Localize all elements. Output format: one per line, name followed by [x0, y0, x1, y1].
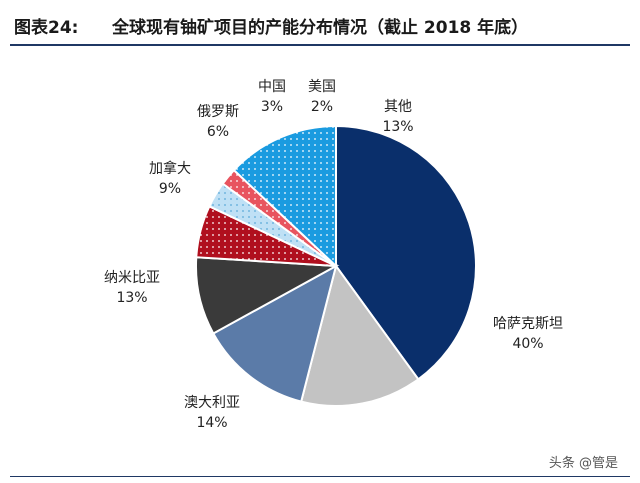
- pie-slice-3: [211, 264, 338, 403]
- pie-chart: 哈萨克斯坦 40% 澳大利亚 14% 纳米比亚 13% 加拿大 9% 俄罗斯 6% 中国 3% 美国 2%…: [104, 79, 563, 431]
- slice-name-label: 美国: [308, 79, 336, 95]
- watermark: 头条 @管是: [548, 456, 618, 471]
- title-divider: [10, 44, 630, 46]
- slice-name-label: 中国: [258, 79, 286, 95]
- pie-slice-2: [299, 263, 420, 407]
- pie-slices: [195, 124, 477, 407]
- pie-labels: 哈萨克斯坦 40% 澳大利亚 14% 纳米比亚 13% 加拿大 9% 俄罗斯 6% 中国 3% 美国 2%…: [104, 79, 563, 431]
- slice-value-label: 13%: [382, 119, 413, 135]
- pie-slice-4: [195, 256, 340, 335]
- figure-title: 全球现有铀矿项目的产能分布情况（截止 2018 年底）: [112, 18, 529, 38]
- slice-value-label: 40%: [512, 336, 543, 352]
- slice-name-label: 加拿大: [149, 160, 191, 177]
- slice-value-label: 2%: [311, 99, 333, 115]
- slice-name-label: 哈萨克斯坦: [493, 316, 563, 332]
- slice-name-label: 纳米比亚: [104, 270, 160, 286]
- slice-value-label: 14%: [196, 415, 227, 431]
- pie-slice-8: [232, 124, 337, 269]
- slice-value-label: 6%: [207, 124, 229, 140]
- pie-slice-1: [335, 124, 477, 381]
- bottom-divider: [10, 476, 630, 477]
- slice-value-label: 9%: [159, 181, 181, 197]
- figure-label: 图表24:: [14, 18, 79, 38]
- figure-header: 图表24: 全球现有铀矿项目的产能分布情况（截止 2018 年底）: [0, 0, 640, 44]
- slice-value-label: 13%: [116, 290, 147, 306]
- slice-name-label: 澳大利亚: [184, 395, 240, 411]
- slice-name-label: 其他: [384, 99, 412, 115]
- slice-value-label: 3%: [261, 99, 283, 115]
- slice-name-label: 俄罗斯: [197, 104, 239, 120]
